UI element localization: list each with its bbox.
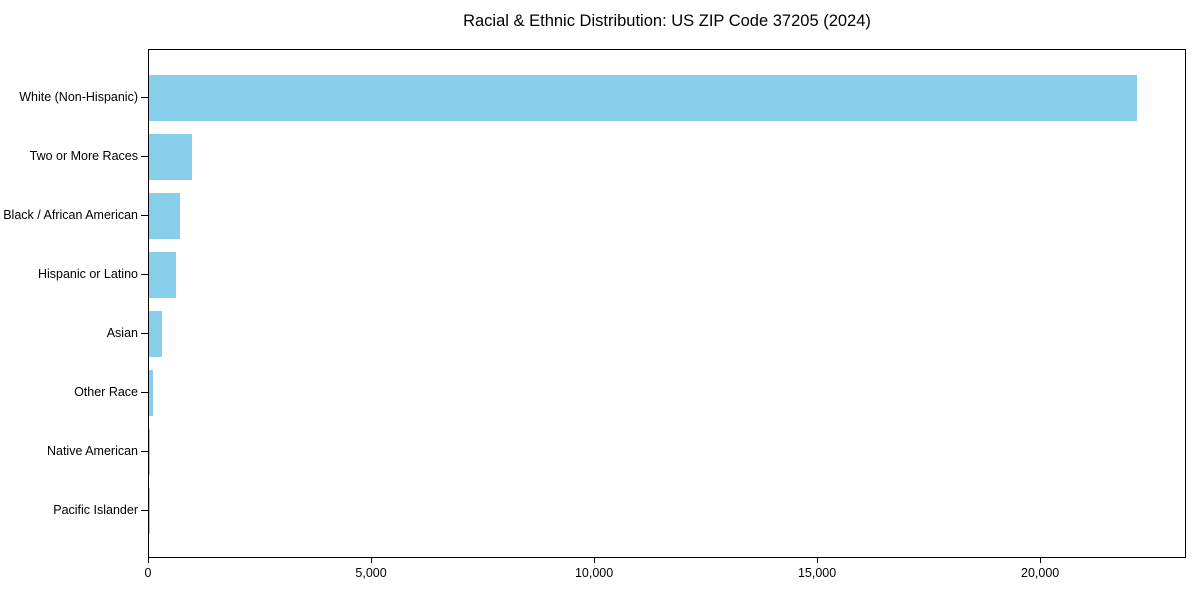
y-tick-label: Native American bbox=[46, 444, 138, 459]
x-tick-mark bbox=[371, 558, 373, 563]
y-tick-label: Black / African American bbox=[3, 208, 138, 223]
bar bbox=[149, 311, 162, 358]
bar bbox=[149, 75, 1138, 121]
bar bbox=[149, 134, 193, 181]
y-tick-mark bbox=[141, 274, 148, 276]
x-tick-label: 20,000 bbox=[1021, 566, 1060, 580]
y-tick-mark bbox=[141, 451, 148, 453]
y-tick-mark bbox=[141, 392, 148, 394]
y-tick-label: Hispanic or Latino bbox=[37, 267, 138, 282]
y-tick-label: Other Race bbox=[74, 385, 138, 400]
x-tick-mark bbox=[817, 558, 819, 563]
y-tick-label: White (Non-Hispanic) bbox=[19, 90, 138, 104]
y-tick-label: Asian bbox=[106, 326, 138, 341]
bar bbox=[149, 370, 154, 417]
y-tick-label: Pacific Islander bbox=[53, 503, 138, 518]
y-tick-mark bbox=[141, 510, 148, 512]
chart-title: Racial & Ethnic Distribution: US ZIP Cod… bbox=[463, 12, 871, 30]
x-tick-mark bbox=[594, 558, 596, 563]
y-tick-mark bbox=[141, 215, 148, 217]
x-tick-mark bbox=[148, 558, 149, 563]
x-tick-label: 15,000 bbox=[797, 566, 837, 580]
y-tick-mark bbox=[141, 333, 148, 335]
x-tick-mark bbox=[1040, 558, 1042, 563]
x-tick-label: 10,000 bbox=[574, 566, 614, 580]
x-tick-label: 0 bbox=[144, 566, 152, 580]
bar bbox=[149, 252, 176, 299]
y-tick-mark bbox=[141, 97, 148, 98]
plot-area bbox=[148, 49, 1186, 558]
y-tick-mark bbox=[141, 156, 148, 158]
y-tick-label: Two or More Races bbox=[29, 149, 138, 164]
bar bbox=[149, 193, 181, 240]
x-tick-label: 5,000 bbox=[355, 566, 387, 580]
